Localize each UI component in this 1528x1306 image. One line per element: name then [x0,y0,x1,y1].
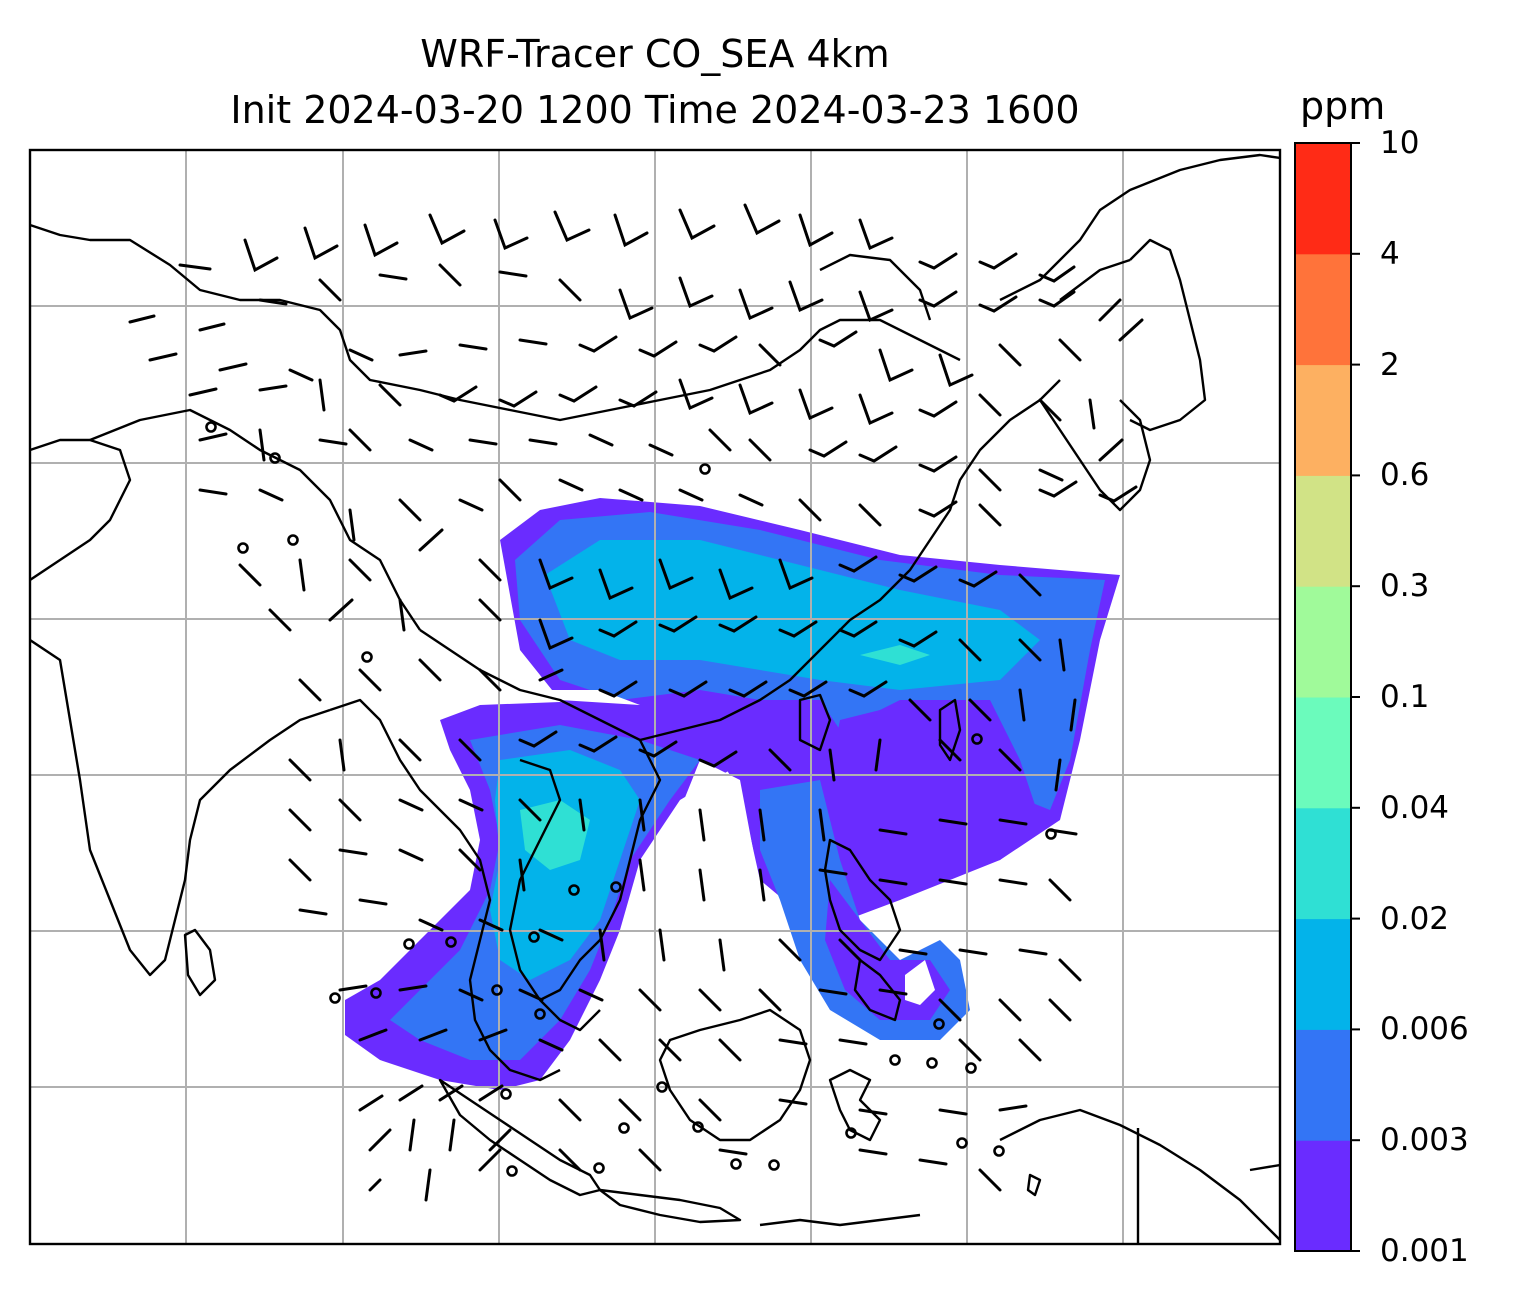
colorbar-segment [1295,697,1351,809]
colorbar-tick-label: 0.6 [1380,457,1430,494]
colorbar-segment [1295,475,1351,587]
colorbar [1294,142,1360,1252]
colorbar-tick-label: 0.02 [1380,900,1450,937]
colorbar-tick-label: 2 [1380,346,1400,383]
map-frame [28,148,1282,1246]
colorbar-unit: ppm [1300,84,1386,128]
colorbar-segment [1295,143,1351,255]
plume-core-north [860,645,930,665]
map-title-line2: Init 2024-03-20 1200 Time 2024-03-23 160… [230,88,1080,132]
co-tracer-plume [345,498,1120,1090]
map-gridlines [30,150,1280,1244]
colorbar-tick-label: 4 [1380,235,1400,272]
colorbar-tick-label: 0.1 [1380,679,1430,715]
colorbar-tick-label: 0.003 [1380,1122,1469,1159]
colorbar-segment [1295,1140,1351,1252]
colorbar-tick-label: 0.006 [1380,1011,1469,1048]
wind-barbs [128,203,1144,1202]
colorbar-segment [1295,918,1351,1030]
plume-east-lobe [820,700,1040,880]
colorbar-segment [1295,364,1351,476]
colorbar-tick-label: 0.3 [1380,568,1430,605]
colorbar-tick-label: 0.04 [1380,789,1450,826]
colorbar-segment [1295,586,1351,698]
colorbar-segment [1295,253,1351,366]
colorbar-segment [1295,807,1351,920]
colorbar-tick-label: 10 [1380,125,1420,161]
colorbar-segment [1295,1029,1351,1141]
colorbar-tick-label: 0.001 [1380,1233,1469,1269]
coastlines [30,153,1280,1244]
calm-wind-markers [205,421,1057,1177]
map-title-line1: WRF-Tracer CO_SEA 4km [420,32,890,76]
